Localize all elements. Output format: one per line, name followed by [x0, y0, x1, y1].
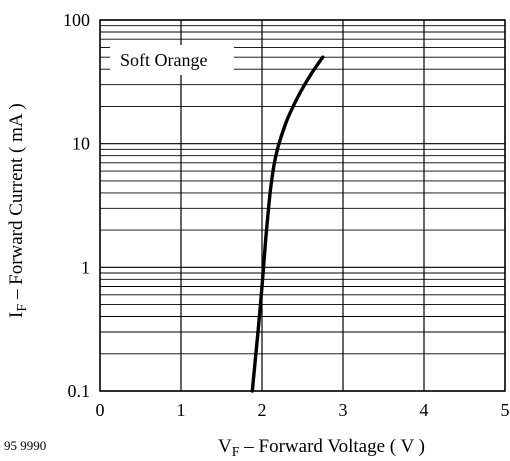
figure-id: 95 9990: [4, 438, 46, 453]
y-tick-label: 10: [72, 134, 90, 154]
y-tick-label: 0.1: [68, 381, 91, 401]
x-axis-label-text: – Forward Voltage ( V ): [240, 436, 425, 457]
x-tick-labels: 0 1 2 3 4 5: [96, 400, 510, 420]
minor-grid: [100, 25, 505, 355]
x-tick-label: 0: [96, 400, 105, 420]
legend-label: Soft Orange: [120, 50, 207, 70]
y-tick-labels: 0.1 1 10 100: [63, 10, 90, 401]
x-tick-label: 2: [258, 400, 267, 420]
x-tick-label: 3: [339, 400, 348, 420]
y-axis-label-subscript: F: [15, 304, 30, 312]
series-line-soft-orange: [250, 55, 325, 393]
x-axis-label-symbol: V: [218, 436, 232, 457]
x-tick-label: 5: [501, 400, 510, 420]
legend-box: [110, 45, 234, 75]
major-grid: [99, 19, 506, 392]
y-axis-label-symbol: I: [6, 312, 27, 318]
x-axis-label-subscript: F: [232, 445, 240, 460]
x-tick-label: 1: [177, 400, 186, 420]
y-axis-label-text: – Forward Current ( mA ): [6, 103, 27, 304]
x-tick-label: 4: [420, 400, 429, 420]
plot-frame: [99, 19, 506, 392]
y-tick-label: 1: [81, 257, 90, 277]
x-axis-label: VF – Forward Voltage ( V ): [218, 436, 425, 460]
y-tick-label: 100: [63, 10, 90, 30]
y-axis-label: IF – Forward Current ( mA ): [6, 103, 30, 318]
